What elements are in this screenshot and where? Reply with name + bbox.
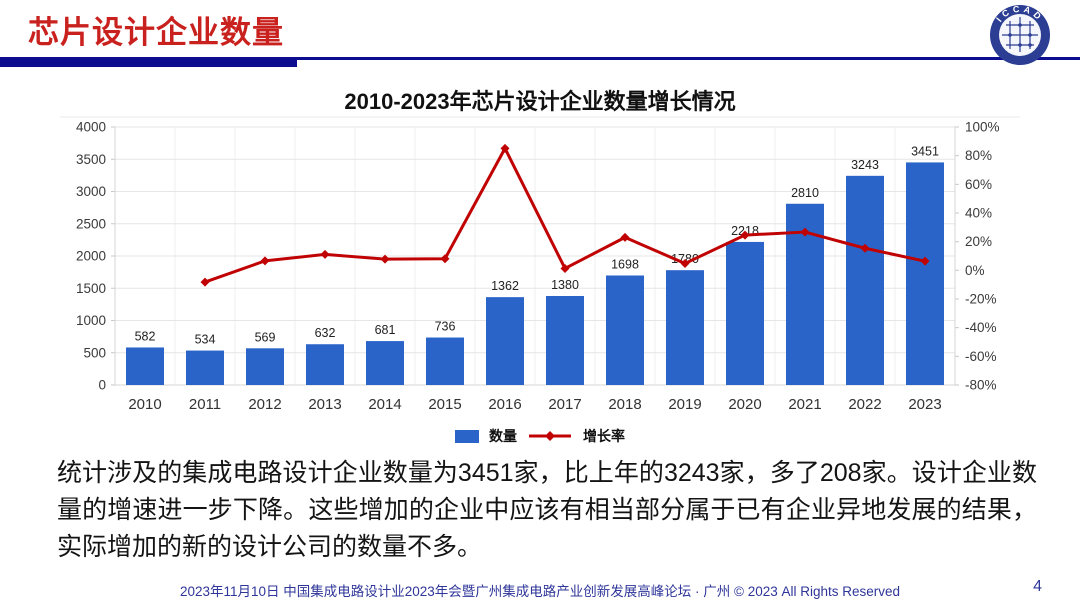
bar-2015 <box>426 337 464 385</box>
bar-value-label: 1698 <box>611 257 639 271</box>
growth-rate-marker <box>500 143 510 153</box>
growth-rate-marker <box>440 254 450 264</box>
bar-value-label: 534 <box>195 333 216 347</box>
page-number: 4 <box>1033 578 1042 595</box>
right-axis-label: 100% <box>965 120 1000 135</box>
growth-rate-marker <box>680 258 690 268</box>
bar-2012 <box>246 348 284 385</box>
x-axis-label: 2012 <box>248 396 281 413</box>
x-axis-label: 2019 <box>668 396 701 413</box>
bar-value-label: 1362 <box>491 279 519 293</box>
iccad-logo: ICCAD <box>990 4 1050 65</box>
growth-rate-marker <box>260 256 270 266</box>
right-axis-label: -20% <box>965 292 997 307</box>
left-axis-label: 1500 <box>76 281 106 296</box>
bar-2018 <box>606 275 644 385</box>
legend-bar-label: 数量 <box>489 428 517 444</box>
bar-2014 <box>366 341 404 385</box>
growth-rate-marker <box>560 263 570 273</box>
bar-value-label: 681 <box>375 323 396 337</box>
growth-rate-marker <box>800 227 810 237</box>
left-axis-label: 3000 <box>76 184 106 199</box>
x-axis-label: 2013 <box>308 396 341 413</box>
growth-rate-marker <box>620 232 630 242</box>
x-axis-label: 2016 <box>488 396 521 413</box>
legend-line-label: 增长率 <box>583 428 625 444</box>
company-count-chart: 0 500 1000 1500 2000 2500 3000 3500 4000 -80% -60%… <box>60 116 1020 413</box>
bar-2016 <box>486 297 524 385</box>
chart-legend: 数量 增长率 <box>0 426 1080 446</box>
summary-paragraph: 统计涉及的集成电路设计企业数量为3451家，比上年的3243家，多了208家。设… <box>57 459 1037 561</box>
legend-line-swatch <box>529 431 571 441</box>
bar-2013 <box>306 344 344 385</box>
bar-2011 <box>186 350 224 385</box>
bar-value-label: 3451 <box>911 144 939 158</box>
right-axis-label: -40% <box>965 320 997 335</box>
chart-title: 2010-2023年芯片设计企业数量增长情况 <box>344 89 736 114</box>
bar-2019 <box>666 270 704 385</box>
logo-ring-caption-dots <box>1000 38 1040 54</box>
x-axis-label: 2011 <box>189 396 221 413</box>
bar-value-label: 632 <box>315 326 336 340</box>
bar-value-label: 736 <box>435 320 456 334</box>
left-axis-label: 500 <box>83 345 106 360</box>
bar-2022 <box>846 175 884 385</box>
growth-rate-marker <box>200 277 210 287</box>
header-divider-thin <box>297 57 1080 60</box>
x-axis-label: 2015 <box>428 396 461 413</box>
x-axis-label: 2020 <box>728 396 761 413</box>
x-axis-label: 2023 <box>908 396 941 413</box>
x-axis-label: 2021 <box>788 396 821 413</box>
left-axis-label: 0 <box>98 378 106 393</box>
right-axis-label: 40% <box>965 206 992 221</box>
x-axis-label: 2014 <box>368 396 401 413</box>
right-axis-label: 20% <box>965 234 992 249</box>
legend-bar-swatch <box>455 429 479 443</box>
growth-rate-marker <box>740 230 750 240</box>
x-axis-label: 2018 <box>608 396 641 413</box>
bar-2023 <box>906 162 944 385</box>
x-axis-label: 2010 <box>128 396 161 413</box>
left-axis-label: 3500 <box>76 152 106 167</box>
left-axis-label: 2500 <box>76 216 106 231</box>
bar-value-label: 3243 <box>851 158 879 172</box>
bar-value-label: 582 <box>135 329 156 343</box>
bar-value-label: 1380 <box>551 278 579 292</box>
right-axis-label: 0% <box>965 263 985 278</box>
right-axis-label: -80% <box>965 378 997 393</box>
right-axis-label: -60% <box>965 349 997 364</box>
bar-value-label: 2810 <box>791 186 819 200</box>
page-title: 芯片设计企业数量 <box>28 15 284 50</box>
footer-text: 2023年11月10日 中国集成电路设计业2023年会暨广州集成电路产业创新发展… <box>179 584 901 599</box>
bar-2020 <box>726 241 764 385</box>
right-axis-label: 80% <box>965 148 992 163</box>
x-axis-label: 2017 <box>548 396 581 413</box>
left-axis-label: 2000 <box>76 249 106 264</box>
x-axis-label: 2022 <box>848 396 881 413</box>
left-axis-label: 1000 <box>76 313 106 328</box>
header-divider-thick <box>0 57 297 67</box>
growth-rate-marker <box>320 249 330 259</box>
growth-rate-marker <box>920 256 930 266</box>
growth-rate-marker <box>860 243 870 253</box>
right-axis-label: 60% <box>965 177 992 192</box>
bar-2017 <box>546 295 584 385</box>
logo-circuit-dots <box>1008 23 1032 47</box>
bar-value-label: 569 <box>255 330 276 344</box>
bar-2010 <box>126 347 164 385</box>
left-axis-label: 4000 <box>76 120 106 135</box>
